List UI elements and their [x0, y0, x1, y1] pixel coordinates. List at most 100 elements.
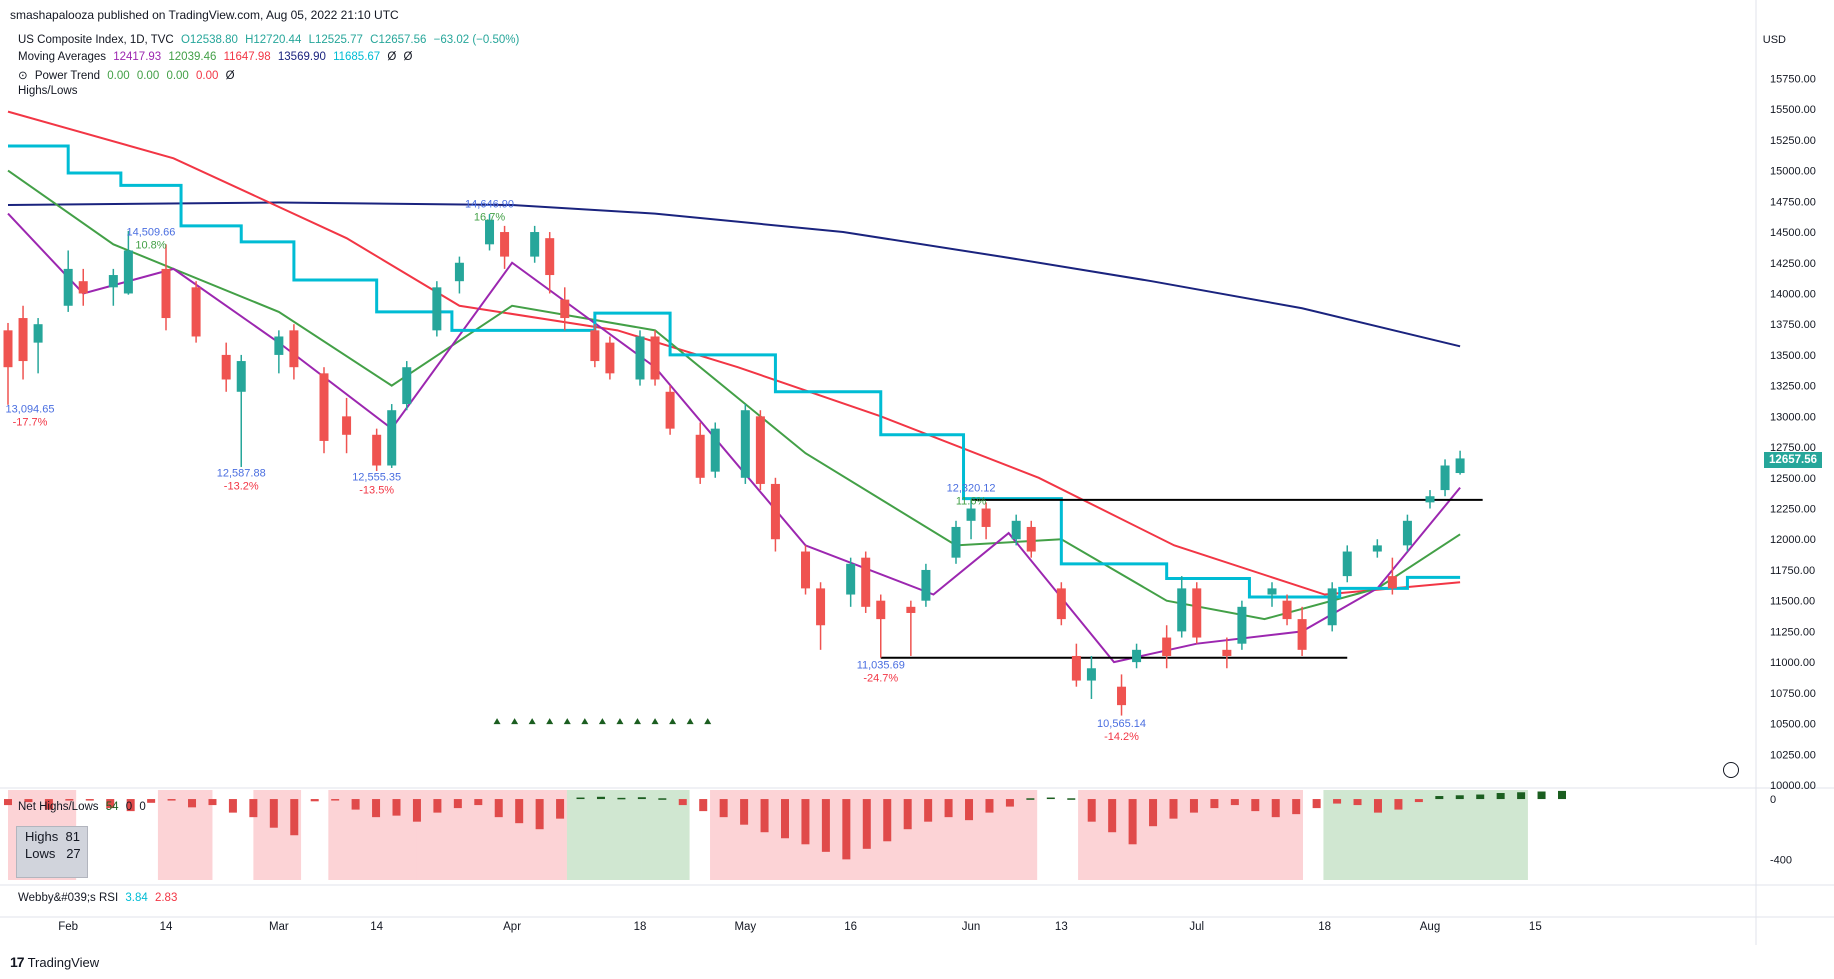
net-highs-lows-bar: [1373, 799, 1382, 813]
price-tick-label: 10250.00: [1770, 749, 1816, 761]
net-highs-lows-bar: [1230, 799, 1239, 806]
annotation-pct: 11.6%: [956, 495, 987, 507]
pt-value-4: 0.00: [196, 70, 219, 82]
circle-icon[interactable]: [1723, 762, 1739, 778]
legend-symbol[interactable]: US Composite Index, 1D, TVC O12538.80 H1…: [18, 34, 523, 46]
legend-ma[interactable]: Moving Averages 12417.93 12039.46 11647.…: [18, 51, 417, 63]
price-tick-label: 13750.00: [1770, 319, 1816, 331]
price-tick-label: 15500.00: [1770, 104, 1816, 116]
price-tick-label: 10000.00: [1770, 780, 1816, 792]
ma-label: Moving Averages: [18, 51, 107, 63]
price-tick-label: 15000.00: [1770, 166, 1816, 178]
annotation-price: 14,646.90: [465, 198, 514, 210]
candle-body: [1440, 465, 1450, 491]
candle-body: [590, 330, 600, 362]
net-highs-lows-bar: [1046, 797, 1055, 800]
annotation-price: 10,565.14: [1097, 718, 1146, 730]
candle-body: [801, 551, 811, 589]
candle-body: [635, 336, 645, 380]
legend-highs-lows[interactable]: Highs/Lows: [18, 85, 81, 97]
nhl-value-2: 0: [125, 801, 133, 813]
time-tick-label: 15: [1529, 921, 1542, 933]
candle-body: [740, 410, 750, 478]
candle-body: [236, 361, 246, 392]
price-tick-label: 11750.00: [1770, 565, 1815, 577]
candle-body: [1372, 545, 1382, 552]
power-trend-marker: [616, 718, 624, 725]
time-tick-label: May: [734, 921, 756, 933]
net-highs-lows-bar: [494, 799, 503, 818]
ma-value-1: 12417.93: [113, 51, 162, 63]
candle-body: [1071, 655, 1081, 681]
legend-power-trend[interactable]: ⊙ Power Trend 0.00 0.00 0.00 0.00 Ø: [18, 68, 239, 82]
net-highs-lows-bar: [842, 799, 851, 860]
candle-body: [1237, 606, 1247, 644]
net-highs-lows-bar: [515, 799, 524, 824]
ma-value-7: Ø: [403, 51, 413, 63]
candle-body: [319, 373, 329, 441]
price-tick-label: 15750.00: [1770, 73, 1816, 85]
net-highs-lows-bar: [678, 799, 687, 806]
net-highs-lows-bar: [1189, 799, 1198, 813]
net-highs-lows-bar: [106, 799, 115, 809]
sub-tick-label: -400: [1770, 854, 1792, 866]
time-tick-label: Aug: [1420, 921, 1440, 933]
candle-body: [981, 508, 991, 527]
lows-value: 27: [66, 846, 81, 861]
net-highs-lows-bar: [331, 799, 340, 801]
time-tick-label: Jul: [1189, 921, 1204, 933]
series-line-power-trend: [8, 144, 1461, 599]
candle-body: [3, 330, 13, 368]
tradingview-logo-icon: 17: [10, 954, 25, 970]
candle-body: [1342, 551, 1352, 577]
price-tick-label: 12750.00: [1770, 442, 1816, 454]
high-value: H12720.44: [245, 34, 302, 46]
net-highs-lows-bar: [4, 799, 12, 806]
net-highs-lows-bar: [862, 799, 871, 849]
candle-body: [861, 557, 871, 607]
net-highs-lows-bar: [290, 799, 299, 836]
net-highs-lows-bar: [1394, 799, 1403, 810]
candle-body: [372, 434, 382, 466]
visibility-icon[interactable]: ⊙: [18, 70, 28, 82]
candle-body: [966, 508, 976, 521]
footer[interactable]: 17 TradingView: [10, 954, 99, 970]
net-highs-lows-bar: [1312, 799, 1321, 809]
net-highs-lows-bar: [699, 799, 708, 812]
sub-tick-label: 0: [1770, 794, 1776, 806]
candle-body: [665, 391, 675, 429]
annotation-pct: 10.8%: [135, 240, 166, 252]
net-highs-lows-bar: [65, 799, 74, 801]
net-highs-lows-bar: [658, 798, 667, 800]
net-highs-lows-bar: [760, 799, 769, 833]
candle-body: [123, 250, 133, 294]
subpanel-legend[interactable]: Net Highs/Lows 54 0 0: [18, 801, 150, 813]
net-highs-lows-bar: [924, 799, 933, 822]
candle-body: [1387, 576, 1397, 589]
net-highs-lows-bar: [1435, 796, 1444, 800]
net-highs-lows-bar: [208, 799, 217, 806]
last-price-tag: 12657.56: [1764, 452, 1822, 468]
candle-body: [402, 367, 412, 405]
footer-brand: TradingView: [27, 954, 100, 970]
candle-body: [816, 588, 826, 626]
candle-body: [1282, 600, 1292, 620]
net-highs-lows-bar: [44, 799, 53, 810]
annotation-price: 12,555.35: [352, 471, 401, 483]
net-highs-lows-bar: [1271, 799, 1280, 818]
annotation-price: 13,094.65: [6, 404, 55, 416]
candle-body: [1086, 668, 1096, 681]
net-highs-lows-bar: [535, 799, 544, 830]
rsi-legend[interactable]: Webby&#039;s RSI 3.84 2.83: [18, 892, 181, 904]
time-tick-label: 14: [370, 921, 383, 933]
candle-body: [289, 330, 299, 368]
annotation-pct: -14.2%: [1104, 731, 1139, 743]
candle-body: [1402, 520, 1412, 546]
price-tick-label: 13000.00: [1770, 411, 1816, 423]
time-tick-label: 18: [1318, 921, 1331, 933]
rsi-value-2: 2.83: [154, 892, 178, 904]
candle-body: [1425, 496, 1435, 503]
candle-body: [342, 416, 352, 435]
candle-body: [274, 336, 284, 355]
